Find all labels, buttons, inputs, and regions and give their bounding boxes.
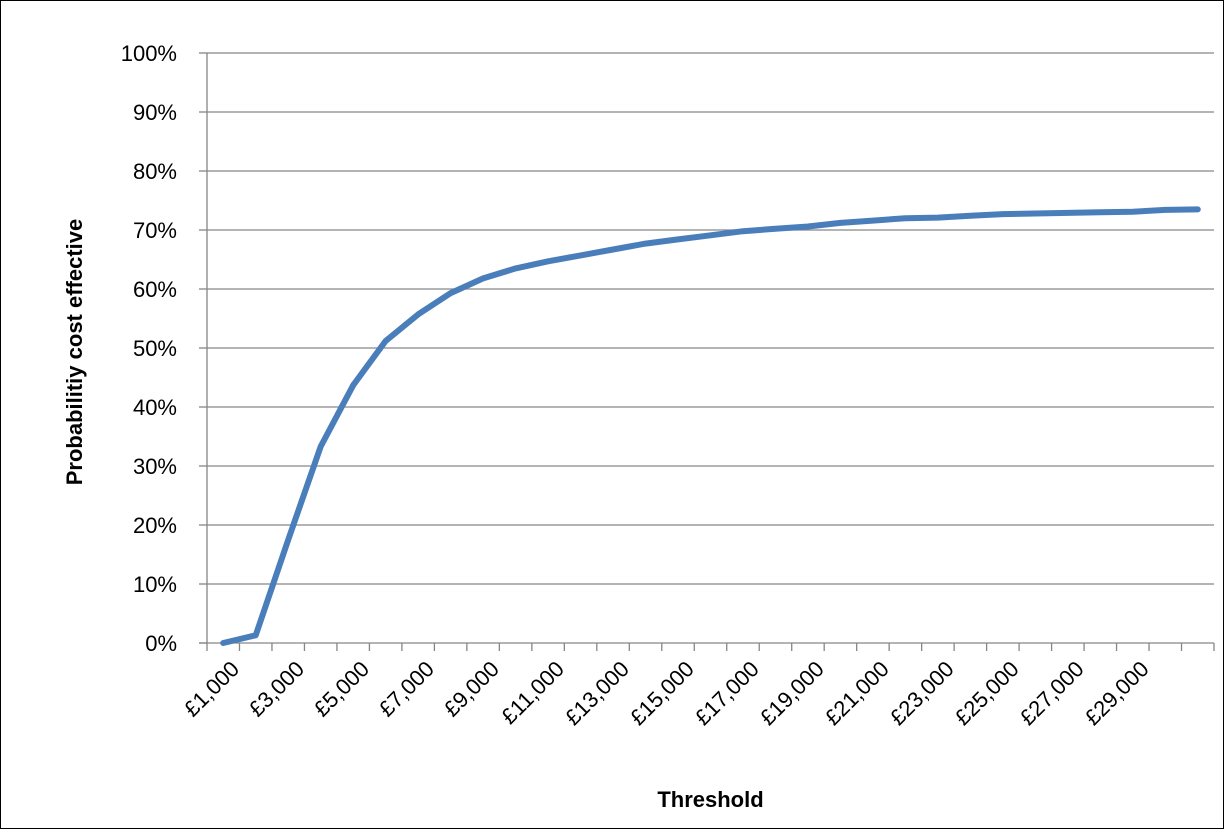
x-axis-tick-labels: £1,000 £3,000 £5,000 £7,000 £9,000£11,000£13… xyxy=(179,656,1154,730)
x-tick-label: £15,000 xyxy=(625,656,699,730)
y-tick-label: 30% xyxy=(133,454,177,479)
y-tick-label: 20% xyxy=(133,513,177,538)
x-tick-label: £27,000 xyxy=(1015,656,1089,730)
series-line xyxy=(220,206,1201,646)
x-tick-label: £17,000 xyxy=(690,656,764,730)
y-tick-label: 80% xyxy=(133,159,177,184)
x-tick-label: £7,000 xyxy=(374,656,439,721)
y-tick-label: 70% xyxy=(133,218,177,243)
x-tick-label: £23,000 xyxy=(885,656,959,730)
x-tick-label: £1,000 xyxy=(179,656,244,721)
y-tick-label: 0% xyxy=(145,631,177,656)
axes xyxy=(199,52,1215,651)
y-tick-label: 90% xyxy=(133,100,177,125)
y-tick-label: 50% xyxy=(133,336,177,361)
x-tick-label: £29,000 xyxy=(1080,656,1154,730)
y-tick-label: 100% xyxy=(121,41,177,66)
x-tick-label: £3,000 xyxy=(244,656,309,721)
x-tick-label: £13,000 xyxy=(560,656,634,730)
y-tick-label: 10% xyxy=(133,572,177,597)
x-axis-title: Threshold xyxy=(657,787,763,812)
y-axis-title: Probabilitiy cost effective xyxy=(62,219,87,486)
y-axis-tick-labels: 0% 10% 20% 30% 40% 50% 60% 70% 80% 90% 100% xyxy=(121,41,177,656)
x-tick-label: £9,000 xyxy=(439,656,504,721)
series-group xyxy=(220,206,1201,646)
y-tick-label: 60% xyxy=(133,277,177,302)
y-tick-label: 40% xyxy=(133,395,177,420)
gridlines xyxy=(207,52,1214,585)
x-tick-label: £21,000 xyxy=(820,656,894,730)
x-tick-label: £19,000 xyxy=(755,656,829,730)
x-tick-label: £5,000 xyxy=(309,656,374,721)
x-tick-label: £25,000 xyxy=(950,656,1024,730)
x-tick-label: £11,000 xyxy=(496,656,569,729)
